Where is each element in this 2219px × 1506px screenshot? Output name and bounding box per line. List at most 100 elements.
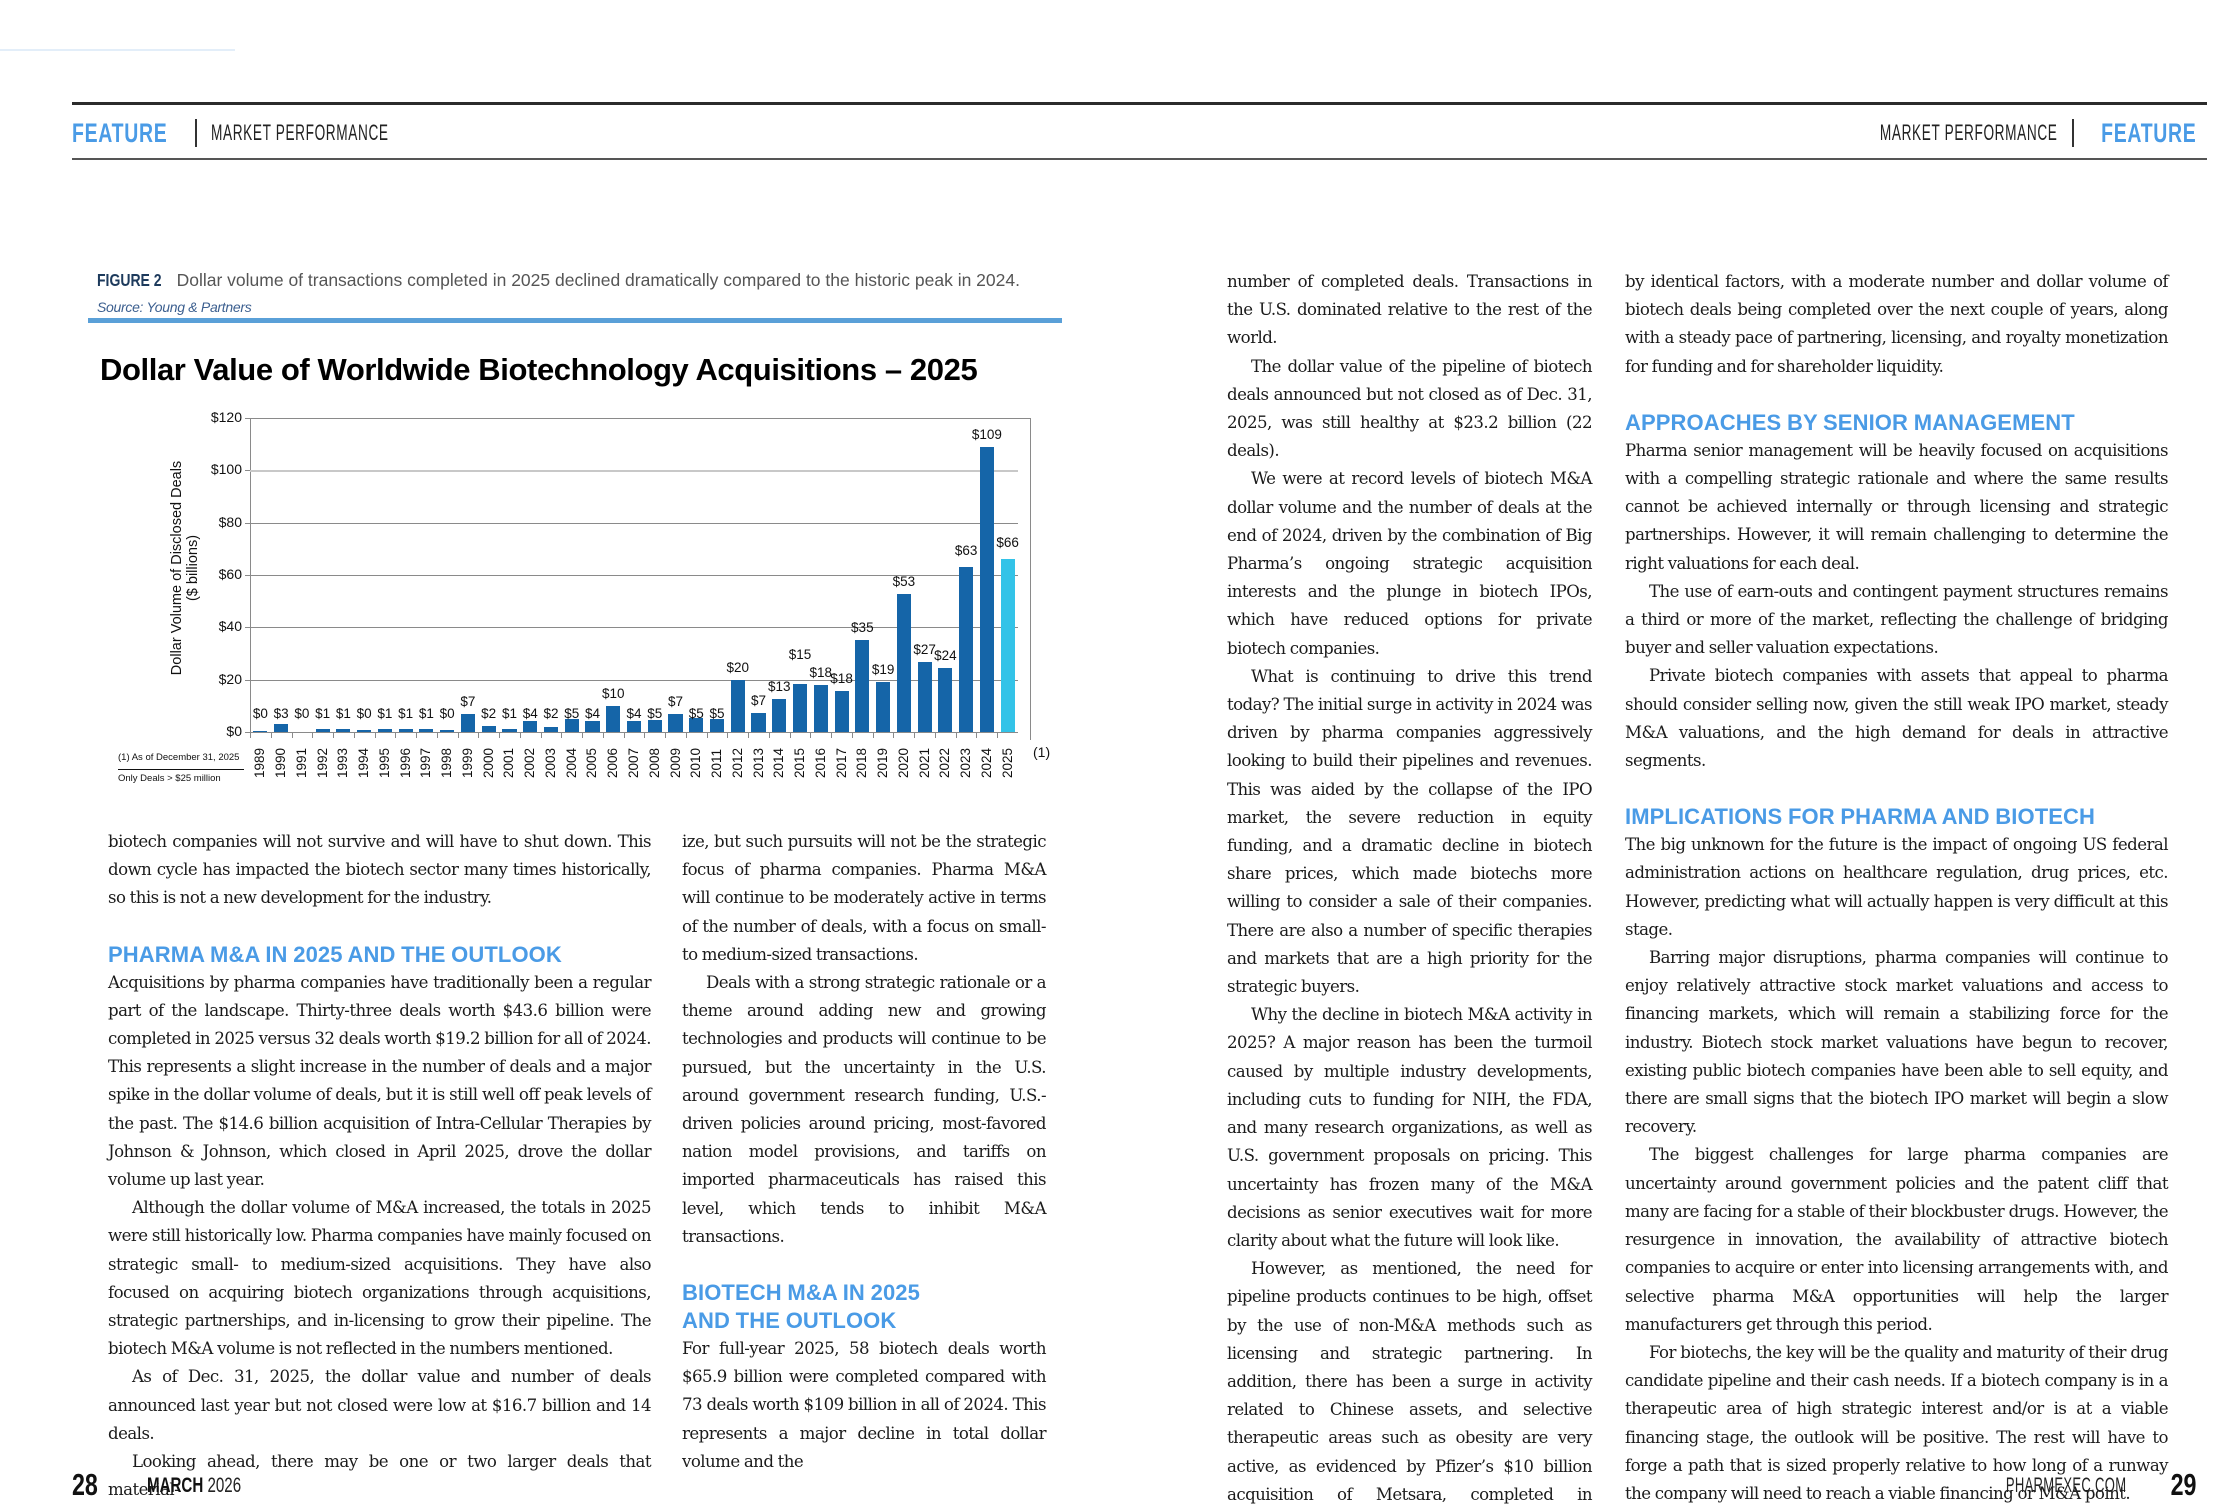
- bar-value-label: $1: [377, 706, 393, 721]
- paragraph-text: biotech companies will not survive and w…: [108, 832, 652, 908]
- x-tick-label: 2005: [584, 747, 600, 778]
- section-gap: [682, 1251, 1046, 1279]
- y-tick-mark: [245, 522, 250, 524]
- section-label: MARKET PERFORMANCE: [210, 120, 389, 145]
- body-paragraph: For full-year 2025, 58 biotech deals wor…: [682, 1335, 1047, 1476]
- paragraph-text: The biggest challenges for large pharma …: [1625, 1145, 2169, 1334]
- section-heading: APPROACHES BY SENIOR MANAGEMENT: [1625, 409, 2075, 435]
- bar-1999: [460, 713, 475, 732]
- x-tick-label: 2022: [937, 747, 953, 778]
- body-paragraph: Although the dollar volume of M&A increa…: [108, 1194, 652, 1363]
- bar-2017: [834, 691, 849, 732]
- x-tick-mark: [291, 732, 293, 738]
- bar-1993: [336, 729, 351, 732]
- bar-value-label: $0: [356, 706, 372, 721]
- x-tick-mark: [665, 732, 667, 738]
- y-tick-label: $20: [218, 670, 242, 687]
- y-tick-mark: [245, 470, 250, 472]
- x-tick-label: 1993: [335, 747, 351, 778]
- x-tick-mark: [333, 732, 335, 738]
- body-paragraph: For biotechs, the key will be the qualit…: [1625, 1339, 2169, 1506]
- issue-date: MARCH 2026: [147, 1474, 241, 1498]
- gridline: [250, 627, 1018, 629]
- x-tick-label: 2015: [792, 747, 808, 778]
- header-bottom-rule: [72, 158, 2207, 160]
- x-tick-label: 2001: [501, 747, 517, 778]
- bar-2005: [585, 720, 600, 732]
- x-tick-mark: [768, 732, 770, 738]
- paragraph-text: For full-year 2025, 58 biotech deals wor…: [682, 1339, 1047, 1471]
- bar-1992: [315, 729, 330, 732]
- body-paragraph: The big unknown for the future is the im…: [1625, 831, 2169, 944]
- figure-source: Source: Young & Partners: [97, 299, 252, 315]
- bar-2024: [979, 446, 994, 732]
- bar-2016: [813, 685, 828, 732]
- bar-2003: [543, 726, 559, 732]
- body-paragraph: What is continuing to drive this trend t…: [1227, 663, 1593, 1001]
- bar-value-label: $66: [996, 535, 1019, 551]
- bar-1989: [253, 730, 268, 732]
- y-tick-label: $0: [226, 723, 242, 739]
- bar-value-label: $27: [913, 641, 936, 657]
- x-tick-label: 2023: [958, 747, 974, 778]
- bar-1998: [440, 729, 455, 732]
- y-tick-label: $80: [218, 513, 242, 530]
- body-paragraph: number of completed deals. Transactions …: [1227, 268, 1593, 353]
- x-tick-label: 2020: [895, 747, 911, 778]
- x-tick-mark: [914, 732, 916, 738]
- chart-footnote-2: Only Deals > $25 million: [118, 773, 221, 784]
- y-tick-label: $40: [218, 618, 242, 635]
- paragraph-text: The big unknown for the future is the im…: [1625, 835, 2169, 939]
- bar-value-label: $15: [788, 647, 812, 663]
- bar-2013: [751, 712, 766, 732]
- x-tick-mark: [851, 732, 853, 738]
- bar-value-label: $3: [273, 706, 289, 721]
- bar-1997: [419, 729, 434, 732]
- bar-1996: [398, 728, 413, 732]
- paragraph-text: number of completed deals. Transactions …: [1227, 272, 1593, 348]
- x-tick-label: 2002: [522, 747, 538, 778]
- plot-top-border: [250, 418, 1030, 419]
- body-paragraph: Barring major disruptions, pharma compan…: [1625, 944, 2169, 1141]
- bar-value-label: $4: [522, 706, 538, 721]
- bar-value-label: $7: [460, 693, 476, 709]
- bar-value-label: $2: [481, 706, 497, 721]
- y-tick-mark: [245, 575, 250, 576]
- paragraph-text: Private biotech companies with assets th…: [1625, 666, 2169, 771]
- bar-2021: [917, 661, 932, 732]
- bar-2010: [689, 718, 704, 732]
- bar-2011: [709, 719, 725, 732]
- bar-2025: [1000, 559, 1015, 732]
- section-label: MARKET PERFORMANCE: [1879, 120, 2058, 145]
- x-tick-label: 2018: [854, 747, 870, 778]
- x-tick-label: 2009: [667, 747, 683, 778]
- x-tick-label: 2024: [978, 747, 994, 778]
- bar-2004: [564, 718, 579, 732]
- paragraph-text: ize, but such pursuits will not be the s…: [682, 832, 1047, 964]
- x-tick-label: 2025: [999, 747, 1015, 778]
- x-tick-mark: [478, 732, 480, 738]
- x-tick-label: 2000: [480, 747, 496, 778]
- body-paragraph: Acquisitions by pharma companies have tr…: [108, 969, 652, 1195]
- site-url[interactable]: PHARMEXEC.COM: [2005, 1474, 2126, 1497]
- bar-2014: [772, 698, 787, 732]
- x-tick-mark: [810, 732, 812, 738]
- section-gap: [1625, 775, 2168, 803]
- plot-right-border: [1030, 418, 1031, 740]
- bar-1994: [357, 729, 372, 732]
- x-tick-label: 2014: [771, 747, 787, 778]
- paragraph-text: What is continuing to drive this trend t…: [1227, 666, 1593, 997]
- footnote-rule: [118, 769, 244, 770]
- bar-value-label: $4: [584, 706, 600, 721]
- body-paragraph: The dollar value of the pipeline of biot…: [1227, 353, 1593, 466]
- bar-value-label: $5: [709, 706, 725, 721]
- paragraph-text: Deals with a strong strategic rationale …: [682, 973, 1047, 1246]
- paragraph-text: The dollar value of the pipeline of biot…: [1227, 356, 1593, 461]
- bar-value-label: $18: [809, 665, 833, 681]
- bar-value-label: $19: [871, 662, 895, 678]
- x-tick-mark: [312, 732, 314, 738]
- gridline: [250, 522, 1018, 524]
- body-paragraph: We were at record levels of biotech M&A …: [1227, 465, 1593, 662]
- section-heading: PHARMA M&A IN 2025 AND THE OUTLOOK: [108, 941, 562, 967]
- x-tick-label: 1991: [293, 747, 309, 778]
